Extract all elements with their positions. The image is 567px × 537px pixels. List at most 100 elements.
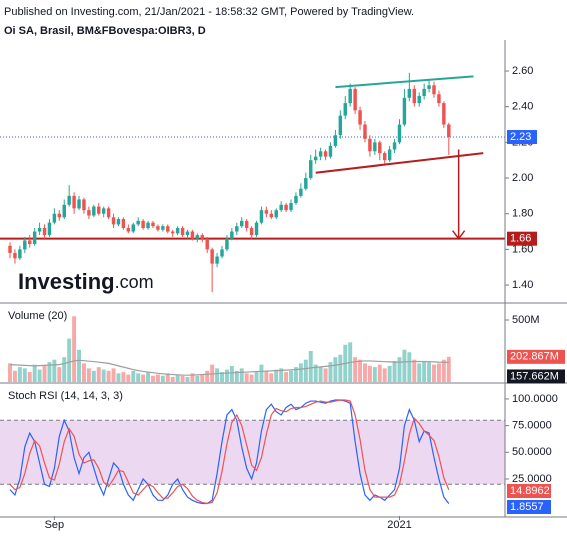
published: Published on Investing.com, 21/Jan/2021 … <box>4 6 414 18</box>
volume-bar <box>52 359 57 382</box>
panel-title: Volume (20) <box>8 310 67 322</box>
volume-bar <box>67 338 72 382</box>
volume-bar <box>422 360 427 382</box>
candle-body <box>161 226 165 230</box>
volume-bar <box>436 363 441 382</box>
value-label: 1.8557 <box>510 501 544 513</box>
candle-body <box>121 219 126 228</box>
candle-body <box>363 124 367 139</box>
volume-bar <box>432 364 436 382</box>
volume-bar <box>175 374 180 382</box>
candle-body <box>57 213 62 218</box>
volume-bar <box>298 363 303 382</box>
volume-bar <box>131 370 136 382</box>
y-tick-label: 2.60 <box>512 65 533 77</box>
candle-body <box>67 195 71 205</box>
candle-body <box>294 195 298 204</box>
candle-body <box>387 149 392 161</box>
candle-body <box>373 142 377 152</box>
candle-body <box>304 178 308 189</box>
candle-body <box>62 204 66 218</box>
volume-bar <box>151 375 155 382</box>
volume-bar <box>229 365 234 382</box>
candle-body <box>402 97 407 125</box>
candle-body <box>131 224 135 232</box>
x-tick-label: Sep <box>45 519 65 531</box>
watermark-name: Investing <box>18 269 115 294</box>
volume-bar <box>136 373 141 382</box>
y-tick-label: 1.40 <box>512 279 533 291</box>
candle-body <box>225 238 229 250</box>
candle-body <box>210 249 214 264</box>
candle-body <box>333 135 338 146</box>
candle-body <box>323 151 328 157</box>
candle-body <box>205 238 209 250</box>
candle-body <box>328 145 333 157</box>
candle-body <box>284 204 288 211</box>
volume-bar <box>86 368 91 382</box>
candle-body <box>42 227 47 236</box>
candle-body <box>72 195 76 209</box>
volume-bar <box>210 364 215 382</box>
volume-bar <box>303 359 308 382</box>
y-tick-label: 50.0000 <box>512 446 552 458</box>
volume-bar <box>412 359 417 382</box>
trendline <box>335 75 474 89</box>
candle-body <box>28 240 32 245</box>
candle-body <box>220 249 224 257</box>
value-label: 2.23 <box>510 131 531 143</box>
volume-bar <box>47 362 52 382</box>
volume-bar <box>289 370 294 382</box>
candle-body <box>437 94 441 104</box>
candle-body <box>378 142 382 154</box>
value-box <box>507 349 565 364</box>
y-tick-label: 25.0000 <box>512 473 552 485</box>
volume-bar <box>160 375 165 382</box>
candle-body <box>8 245 12 253</box>
volume-bar <box>72 316 77 382</box>
candle-body <box>101 208 106 214</box>
candle-body <box>447 124 451 138</box>
volume-bar <box>185 377 190 382</box>
candle-body <box>18 249 22 259</box>
candle-body <box>279 204 283 211</box>
volume-bar <box>32 364 37 382</box>
volume-bar <box>293 367 298 382</box>
volume-bar <box>111 368 116 382</box>
candle-body <box>52 213 57 223</box>
volume-bar <box>27 372 32 382</box>
volume-bar <box>170 377 175 382</box>
volume-bar <box>215 368 220 382</box>
volume-bar <box>372 367 377 382</box>
volume-bar <box>264 370 269 382</box>
candle-body <box>442 103 446 125</box>
stoch-line <box>9 399 450 505</box>
volume-bar <box>220 372 224 382</box>
candle-body <box>392 142 397 150</box>
volume-bar <box>106 370 111 382</box>
volume-bar <box>77 349 82 382</box>
volume-bar <box>81 363 86 382</box>
candle-body <box>106 208 111 218</box>
volume-bar <box>91 370 96 382</box>
volume-bar <box>441 359 446 382</box>
volume-bar <box>155 374 160 382</box>
volume-bar <box>274 369 279 382</box>
candle-body <box>244 220 249 228</box>
volume-bar <box>323 368 328 382</box>
volume-bar <box>358 359 363 382</box>
value-box <box>507 130 537 145</box>
value-label: 14.8962 <box>510 485 550 497</box>
volume-bar <box>313 364 318 382</box>
candle-body <box>417 96 421 104</box>
candle-body <box>289 203 293 211</box>
y-tick-label: 1.60 <box>512 243 533 255</box>
candle-body <box>313 156 318 161</box>
candle-body <box>92 206 96 216</box>
volume-bar <box>37 369 42 382</box>
volume-bar <box>101 369 106 382</box>
volume-bar <box>269 373 274 382</box>
